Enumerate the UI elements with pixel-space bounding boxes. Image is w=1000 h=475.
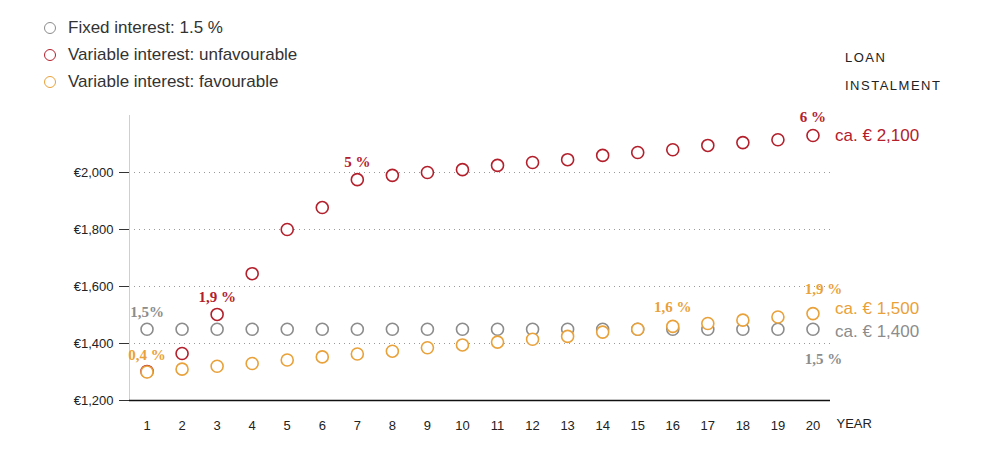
svg-text:16: 16: [666, 418, 680, 433]
svg-text:12: 12: [525, 418, 539, 433]
html-text:LOAN INSTALMENT: LOAN INSTALMENT: [845, 50, 942, 93]
svg-text:€1,800: €1,800: [74, 222, 114, 237]
svg-text:1,5 %: 1,5 %: [805, 351, 843, 367]
svg-text:9: 9: [424, 418, 431, 433]
svg-text:8: 8: [389, 418, 396, 433]
svg-text:1: 1: [143, 418, 150, 433]
svg-text:13: 13: [560, 418, 574, 433]
svg-text:19: 19: [771, 418, 785, 433]
svg-text:14: 14: [595, 418, 609, 433]
svg-text:3: 3: [214, 418, 221, 433]
svg-text:1,5%: 1,5%: [130, 304, 164, 320]
svg-text:7: 7: [354, 418, 361, 433]
svg-text:1,9 %: 1,9 %: [198, 289, 236, 305]
svg-text:1,9 %: 1,9 %: [805, 281, 843, 297]
svg-text:ca. € 1,400: ca. € 1,400: [835, 322, 919, 341]
svg-text:18: 18: [736, 418, 750, 433]
svg-text:20: 20: [806, 418, 820, 433]
svg-text:ca. € 2,100: ca. € 2,100: [835, 126, 919, 145]
html-text:Fixed interest: 1.5 %: Fixed interest: 1.5 %: [68, 18, 223, 37]
svg-text:4: 4: [249, 418, 256, 433]
svg-text:ca. € 1,500: ca. € 1,500: [835, 299, 919, 318]
svg-text:1,6 %: 1,6 %: [654, 299, 692, 315]
svg-text:6: 6: [319, 418, 326, 433]
svg-text:5 %: 5 %: [344, 154, 370, 170]
svg-text:YEAR: YEAR: [837, 416, 872, 431]
svg-text:10: 10: [455, 418, 469, 433]
html-text:Variable interest: unfavourabl: Variable interest: unfavourable: [68, 45, 298, 64]
svg-text:€1,200: €1,200: [74, 393, 114, 408]
svg-text:€1,600: €1,600: [74, 279, 114, 294]
svg-text:€1,400: €1,400: [74, 336, 114, 351]
svg-text:€2,000: €2,000: [74, 165, 114, 180]
svg-text:0,4 %: 0,4 %: [128, 347, 166, 363]
html-text:Variable interest: favourable: Variable interest: favourable: [68, 72, 279, 91]
svg-text:6 %: 6 %: [800, 109, 826, 125]
svg-text:11: 11: [491, 418, 505, 433]
svg-text:17: 17: [701, 418, 715, 433]
svg-text:2: 2: [178, 418, 185, 433]
svg-text:15: 15: [630, 418, 644, 433]
svg-text:5: 5: [284, 418, 291, 433]
